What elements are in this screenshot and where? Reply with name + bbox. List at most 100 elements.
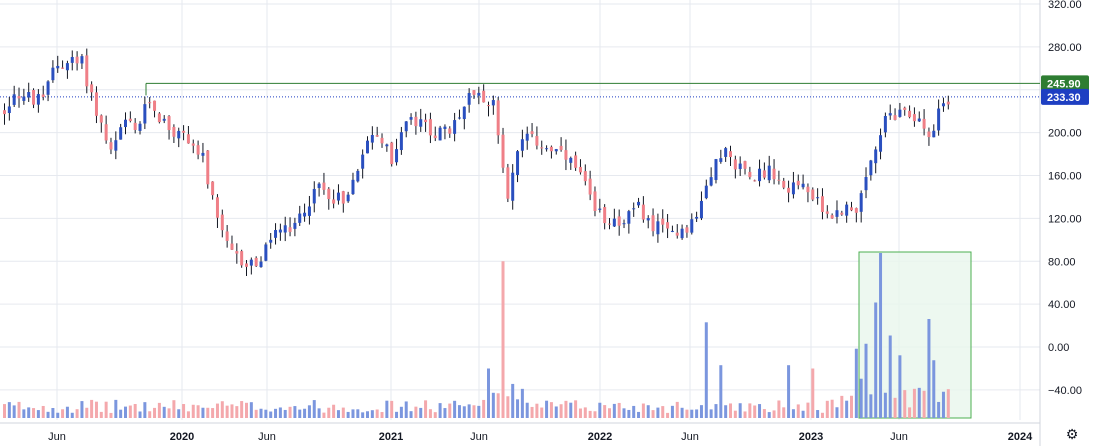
candle-body — [128, 118, 132, 121]
volume-bar — [806, 402, 810, 418]
volume-bar — [307, 405, 311, 418]
candle-body — [254, 257, 258, 267]
volume-bar — [264, 409, 268, 418]
volume-bar — [477, 405, 481, 418]
volume-bar — [656, 407, 660, 418]
volume-bar — [143, 402, 147, 418]
candle-body — [941, 103, 945, 107]
candle-body — [167, 116, 171, 131]
candle-body — [191, 143, 195, 146]
volume-bar — [172, 400, 176, 418]
volume-bar — [27, 407, 31, 418]
candle-body — [27, 92, 31, 98]
candle-body — [12, 94, 16, 105]
candle-body — [535, 136, 539, 146]
volume-bar — [545, 400, 549, 418]
candle-body — [574, 155, 578, 168]
volume-bar — [482, 399, 486, 418]
candle-body — [462, 106, 466, 120]
candle-body — [94, 92, 98, 116]
candle-body — [801, 183, 805, 188]
volume-bar — [467, 404, 471, 418]
gear-icon[interactable]: ⚙ — [1065, 427, 1079, 443]
x-tick-label: 2020 — [170, 431, 194, 443]
candle-body — [908, 110, 912, 118]
candle-body — [820, 196, 824, 212]
volume-bar — [564, 400, 568, 418]
current-price-tag — [1041, 88, 1089, 105]
volume-bar — [612, 403, 616, 418]
y-tick-label: 160.00 — [1048, 171, 1082, 183]
candle-body — [186, 134, 190, 144]
volume-bar — [390, 400, 394, 418]
candle-body — [245, 263, 248, 267]
candle-body — [806, 186, 810, 193]
candle-body — [733, 159, 737, 170]
candle-body — [51, 67, 55, 81]
x-axis: Jun 2020 Jun 2021 Jun 2022 Jun 2023 Jun 2024 — [48, 431, 1033, 443]
volume-bar — [908, 407, 912, 418]
candle-body — [211, 181, 215, 196]
candle-body — [215, 197, 219, 218]
candle-body — [869, 160, 873, 176]
candle-body — [762, 170, 766, 178]
volume-bar — [138, 411, 142, 418]
volume-bar — [177, 409, 181, 418]
candle-body — [927, 131, 931, 138]
candle-body — [438, 127, 442, 141]
candle-body — [70, 57, 74, 63]
volume-bar — [864, 343, 868, 418]
candle-body — [922, 118, 926, 129]
volume-bar — [153, 407, 157, 418]
x-tick-label: 2022 — [588, 431, 612, 443]
candle-body — [637, 201, 641, 206]
candle-body — [32, 89, 36, 105]
candle-body — [240, 251, 244, 266]
candle-body — [269, 239, 273, 243]
candle-body — [182, 130, 186, 133]
volume-bar — [443, 408, 447, 418]
candle-body — [695, 216, 699, 219]
candle-body — [520, 139, 524, 151]
volume-bar — [767, 412, 771, 418]
volume-bar — [917, 387, 921, 418]
candle-body — [516, 151, 520, 175]
candle-body — [578, 166, 582, 173]
candle-body — [893, 115, 897, 120]
volume-bar — [738, 403, 742, 418]
volume-bar — [225, 405, 229, 418]
volume-bar — [588, 410, 592, 418]
candle-body — [709, 177, 713, 186]
candle-body — [375, 135, 379, 137]
candle-body — [714, 159, 718, 180]
candle-body — [370, 135, 374, 143]
volume-bar — [22, 409, 26, 418]
candle-body — [133, 122, 137, 130]
price-tags: 245.90 233.30 — [1041, 75, 1089, 105]
candle-body — [525, 133, 529, 141]
volume-bar — [782, 407, 786, 418]
candle-body — [477, 92, 481, 96]
candle-body — [327, 188, 331, 200]
candle-body — [7, 106, 11, 114]
volume-bar — [235, 406, 239, 418]
candle-body — [419, 119, 423, 127]
candle-body — [3, 110, 6, 115]
candle-body — [356, 170, 360, 182]
x-tick-label: Jun — [258, 431, 276, 443]
volume-bar — [719, 365, 723, 418]
volume-bar — [356, 409, 360, 418]
volume-bar — [215, 403, 219, 418]
candle-body — [748, 171, 752, 178]
volume-bar — [404, 401, 408, 418]
candle-body — [346, 194, 350, 202]
candle-body — [680, 228, 684, 239]
candle-body — [157, 113, 161, 123]
candle-body — [738, 163, 742, 169]
candle-body — [336, 192, 340, 201]
volume-bar — [501, 261, 505, 418]
candle-body — [332, 199, 336, 204]
candle-body — [632, 208, 636, 210]
volume-bar — [603, 405, 607, 418]
